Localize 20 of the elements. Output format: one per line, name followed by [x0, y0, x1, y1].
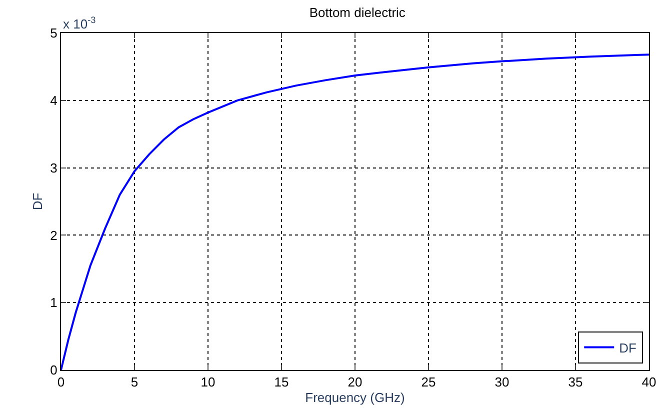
- x-tick-label: 35: [568, 374, 583, 390]
- y-axis-title: DF: [30, 192, 46, 210]
- chart-title: Bottom dielectric: [309, 5, 406, 20]
- x-tick-label: 40: [642, 374, 656, 390]
- line-series: [61, 54, 649, 370]
- x-tick-label: 25: [421, 374, 436, 390]
- y-tick-label: 4: [50, 92, 58, 108]
- y-tick-label: 0: [50, 362, 58, 378]
- x-tick-label: 20: [348, 374, 362, 390]
- y-tick-label: 1: [50, 295, 58, 310]
- x-tick-label: 30: [494, 374, 510, 390]
- y-tick-label: 3: [50, 160, 58, 176]
- x-tick-label: 10: [200, 374, 216, 390]
- x-tick-label: 15: [274, 374, 289, 390]
- x-axis-title: Frequency (GHz): [305, 390, 405, 406]
- y-tick-label: 2: [50, 228, 58, 243]
- y-tick-label: 5: [50, 26, 58, 41]
- legend-label: DF: [619, 340, 637, 356]
- text: x 10$^{-3}$: [63, 15, 96, 32]
- x-tick-label: 5: [130, 374, 138, 390]
